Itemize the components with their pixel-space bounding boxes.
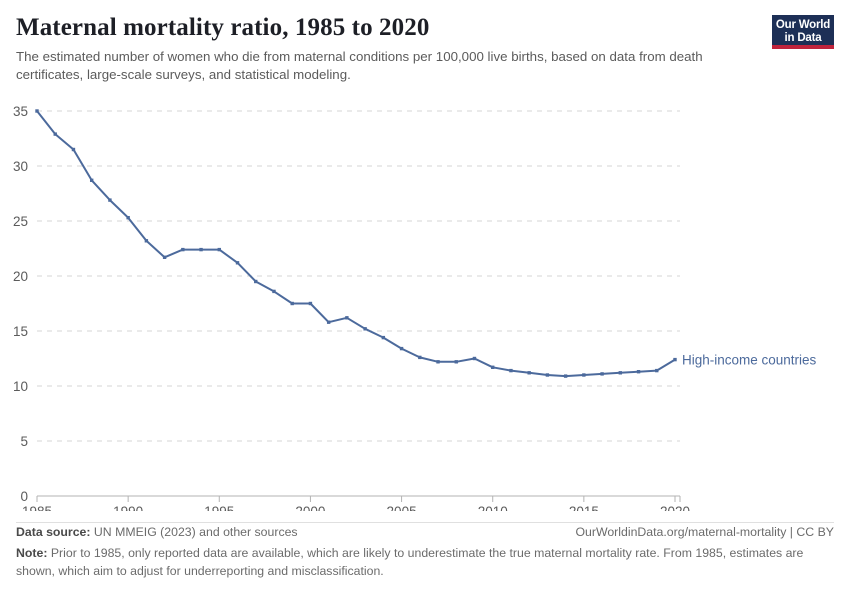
- chart-footer: Data source: UN MMEIG (2023) and other s…: [16, 524, 834, 581]
- attribution-link[interactable]: OurWorldinData.org/maternal-mortality | …: [575, 525, 834, 539]
- note-value: Prior to 1985, only reported data are av…: [16, 546, 804, 578]
- chart-header: Maternal mortality ratio, 1985 to 2020 T…: [16, 14, 756, 85]
- series-line-0[interactable]: [36, 110, 676, 378]
- series-label-high-income-countries[interactable]: High-income countries: [682, 353, 817, 368]
- footer-divider: [16, 522, 834, 523]
- data-point[interactable]: [600, 372, 604, 376]
- chart-plot-area: 0 5 10 15 20 25 30 35 1985 1990 1995 2000 2005 2010 2…: [0, 96, 850, 511]
- data-source: Data source: UN MMEIG (2023) and other s…: [16, 524, 298, 542]
- data-point[interactable]: [217, 247, 221, 252]
- data-point[interactable]: [527, 371, 531, 375]
- y-axis-tick-labels: 0 5 10 15 20 25 30 35: [13, 104, 28, 504]
- our-world-in-data-logo[interactable]: Our World in Data: [772, 15, 834, 49]
- y-tick-label-15: 15: [13, 324, 28, 339]
- x-tick-label-1995: 1995: [204, 504, 234, 511]
- data-point[interactable]: [381, 335, 386, 340]
- data-point[interactable]: [235, 261, 240, 265]
- x-tick-label-2020: 2020: [660, 504, 690, 511]
- data-point[interactable]: [290, 301, 294, 306]
- x-tick-label-2010: 2010: [478, 504, 508, 511]
- data-point[interactable]: [454, 360, 458, 364]
- data-point[interactable]: [126, 216, 130, 220]
- y-tick-label-30: 30: [13, 159, 28, 174]
- data-point[interactable]: [436, 360, 440, 364]
- data-point[interactable]: [655, 368, 659, 373]
- page-title: Maternal mortality ratio, 1985 to 2020: [16, 14, 430, 41]
- logo-line-1: Our World: [775, 19, 831, 31]
- gridlines-group: [37, 110, 680, 442]
- logo-line-2: in Data: [784, 31, 822, 44]
- footer-note: Note: Prior to 1985, only reported data …: [16, 545, 834, 581]
- y-tick-label-35: 35: [13, 104, 28, 119]
- x-tick-label-2005: 2005: [387, 504, 417, 511]
- y-tick-label-25: 25: [13, 214, 28, 229]
- data-point[interactable]: [71, 147, 76, 152]
- data-point[interactable]: [53, 132, 57, 136]
- series-group[interactable]: [35, 109, 677, 378]
- x-axis-tick-labels: 1985 1990 1995 2000 2005 2010 2015 2020: [22, 504, 690, 511]
- data-point[interactable]: [181, 247, 185, 252]
- data-source-value: UN MMEIG (2023) and other sources: [90, 525, 298, 539]
- data-point[interactable]: [509, 368, 513, 373]
- chart-subtitle: The estimated number of women who die fr…: [16, 48, 703, 83]
- data-point[interactable]: [254, 279, 258, 284]
- line-chart-svg[interactable]: 0 5 10 15 20 25 30 35 1985 1990 1995 2000 2005 2010 2…: [0, 96, 850, 511]
- data-point[interactable]: [345, 316, 349, 320]
- data-point[interactable]: [144, 239, 149, 243]
- x-tick-label-2000: 2000: [295, 504, 325, 511]
- x-axis-group: [36, 495, 681, 502]
- data-point[interactable]: [162, 255, 167, 259]
- data-point[interactable]: [363, 327, 367, 331]
- y-tick-label-20: 20: [13, 269, 28, 284]
- data-point[interactable]: [491, 365, 495, 369]
- data-point[interactable]: [326, 320, 331, 324]
- y-tick-label-10: 10: [13, 379, 28, 394]
- note-label: Note:: [16, 546, 48, 560]
- y-tick-label-0: 0: [20, 489, 28, 504]
- data-point[interactable]: [199, 247, 203, 252]
- x-tick-label-1985: 1985: [22, 504, 52, 511]
- x-tick-label-1990: 1990: [113, 504, 143, 511]
- data-point[interactable]: [673, 357, 677, 362]
- data-point[interactable]: [399, 346, 404, 351]
- data-point[interactable]: [108, 198, 112, 202]
- data-point[interactable]: [582, 373, 586, 377]
- data-point[interactable]: [308, 301, 313, 306]
- data-point[interactable]: [472, 356, 477, 361]
- data-point[interactable]: [636, 370, 641, 374]
- x-tick-label-2015: 2015: [569, 504, 599, 511]
- data-point[interactable]: [563, 374, 568, 378]
- y-tick-label-5: 5: [20, 434, 28, 449]
- data-point[interactable]: [545, 373, 550, 377]
- data-point[interactable]: [89, 178, 94, 182]
- data-point[interactable]: [272, 289, 276, 294]
- data-point[interactable]: [618, 371, 623, 375]
- data-point[interactable]: [418, 355, 422, 360]
- footer-source-row: Data source: UN MMEIG (2023) and other s…: [16, 524, 834, 540]
- data-point[interactable]: [35, 109, 39, 113]
- data-source-label: Data source:: [16, 525, 91, 539]
- series-label-group: High-income countries: [682, 353, 817, 368]
